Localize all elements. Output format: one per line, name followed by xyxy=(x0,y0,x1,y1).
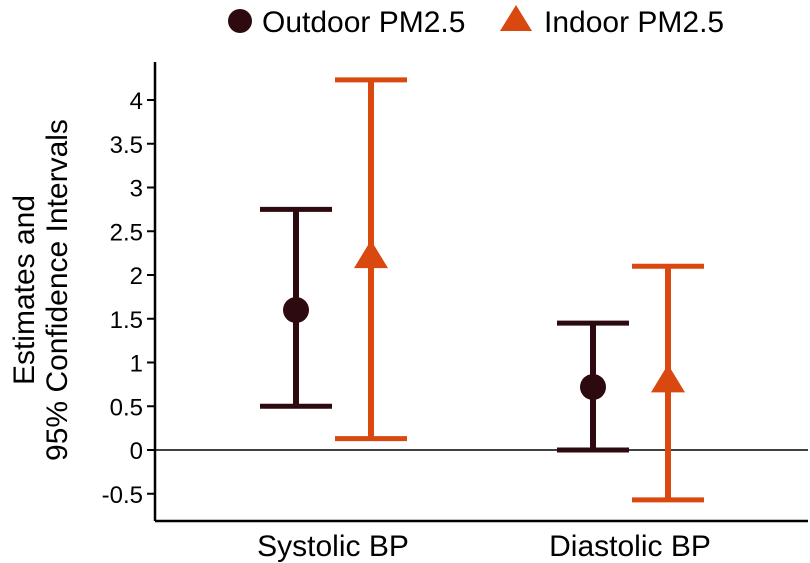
error-bar-indoor-diastolic xyxy=(632,263,704,503)
y-tick-label: 2 xyxy=(130,263,143,290)
y-tick-label: 3.5 xyxy=(110,132,143,159)
y-tick: 1.5 xyxy=(110,307,155,334)
y-tick: 2.5 xyxy=(110,219,155,246)
y-tick: -0.5 xyxy=(102,482,155,509)
y-tick-label: 3 xyxy=(130,176,143,203)
legend-label-outdoor: Outdoor PM2.5 xyxy=(262,6,465,39)
estimate-point-indoor-systolic xyxy=(354,240,388,269)
y-tick-label: 0 xyxy=(130,438,143,465)
y-tick-label: 1 xyxy=(130,351,143,378)
y-axis-ticks: -0.5 0 0.5 1 1.5 2 2.5 3 3.5 4 xyxy=(102,88,155,509)
y-tick: 0.5 xyxy=(110,394,155,421)
estimate-point-indoor-diastolic xyxy=(651,364,685,393)
legend-marker-outdoor xyxy=(228,9,252,33)
y-tick-label: 0.5 xyxy=(110,394,143,421)
x-category-label-diastolic: Diastolic BP xyxy=(549,530,711,563)
y-tick: 0 xyxy=(130,438,155,465)
y-tick: 3.5 xyxy=(110,132,155,159)
x-category-label-systolic: Systolic BP xyxy=(257,530,409,563)
y-axis-title: Estimates and 95% Confidence Intervals xyxy=(8,119,74,461)
y-tick-label: 2.5 xyxy=(110,219,143,246)
y-axis-title-line-2: 95% Confidence Intervals xyxy=(41,119,74,461)
error-bar-outdoor-systolic xyxy=(260,206,332,409)
estimate-point-outdoor-diastolic xyxy=(580,374,606,400)
series-layer xyxy=(260,77,704,503)
y-axis-title-line-1: Estimates and xyxy=(8,195,41,385)
estimate-point-outdoor-systolic xyxy=(283,297,309,323)
error-bar-outdoor-diastolic xyxy=(557,320,629,453)
y-tick-label: -0.5 xyxy=(102,482,143,509)
legend-label-indoor: Indoor PM2.5 xyxy=(544,6,724,39)
legend-marker-indoor xyxy=(500,5,532,31)
legend: Outdoor PM2.5 Indoor PM2.5 xyxy=(228,5,724,39)
error-bar-indoor-systolic xyxy=(335,77,407,442)
y-tick: 3 xyxy=(130,176,155,203)
y-tick-label: 4 xyxy=(130,88,143,115)
y-tick: 1 xyxy=(130,351,155,378)
y-tick: 2 xyxy=(130,263,155,290)
y-tick-label: 1.5 xyxy=(110,307,143,334)
y-tick: 4 xyxy=(130,88,155,115)
